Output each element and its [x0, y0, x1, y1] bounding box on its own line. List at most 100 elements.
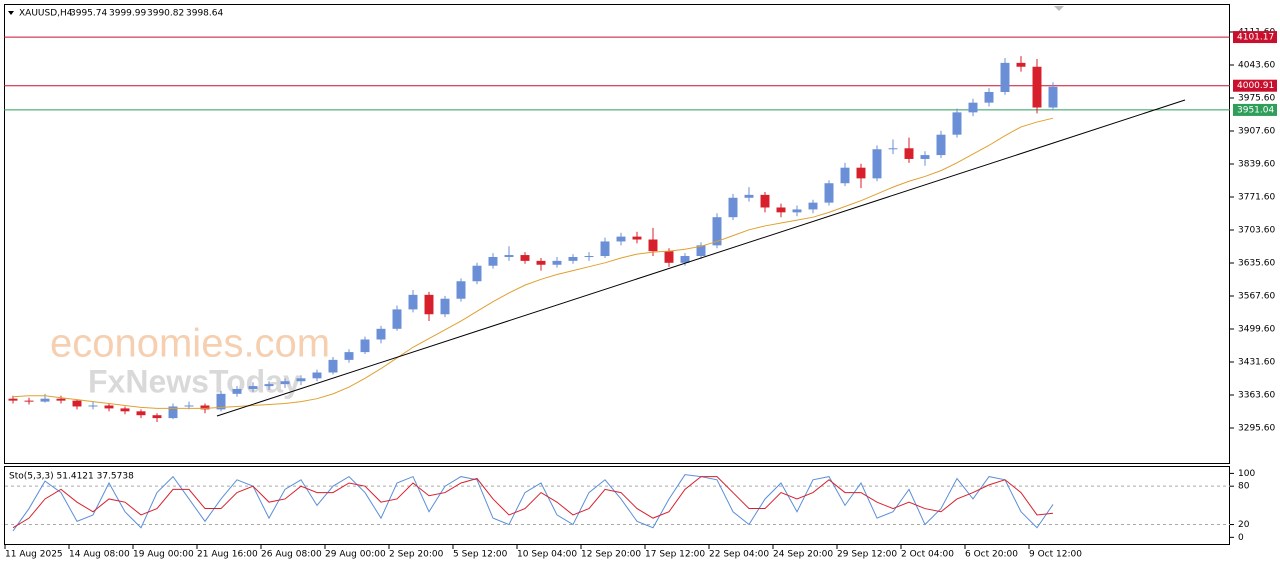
- candle-body: [168, 406, 178, 419]
- candle-body: [264, 384, 274, 387]
- x-tick-label: 2 Oct 04:00: [901, 550, 954, 560]
- candle-body: [88, 405, 98, 407]
- moving-average: [12, 117, 1054, 409]
- candle-body: [24, 400, 34, 402]
- x-tick-label: 29 Sep 12:00: [837, 550, 897, 560]
- candle-body: [1000, 62, 1010, 92]
- candle-body: [1048, 86, 1058, 108]
- candle-body: [1032, 66, 1042, 108]
- candle-body: [536, 260, 546, 265]
- y-tick-label: 3771.60: [1238, 193, 1275, 203]
- y-tick-label: 3363.60: [1238, 391, 1275, 401]
- candle-body: [456, 281, 466, 299]
- candle-body: [872, 149, 882, 179]
- candle-body: [40, 398, 50, 402]
- candle-body: [776, 207, 786, 213]
- y-tick-label: 3975.60: [1238, 94, 1275, 104]
- candle-body: [920, 155, 930, 159]
- candle-body: [712, 217, 722, 246]
- x-tick-label: 2 Sep 20:00: [389, 550, 444, 560]
- x-tick-label: 5 Sep 12:00: [453, 550, 508, 560]
- x-tick-label: 22 Sep 04:00: [709, 550, 769, 560]
- candle-body: [984, 91, 994, 103]
- candle-body: [328, 359, 338, 373]
- candle-body: [616, 236, 626, 242]
- osc-line: [12, 476, 1054, 529]
- candle-body: [888, 148, 898, 150]
- y-tick-label: 3431.60: [1238, 358, 1275, 368]
- candle-body: [968, 102, 978, 113]
- y-tick-label: 3635.60: [1238, 259, 1275, 269]
- candle-body: [488, 256, 498, 266]
- main-panel: [4, 4, 1230, 464]
- candle-body: [296, 378, 306, 382]
- x-tick-label: 26 Aug 08:00: [261, 550, 322, 560]
- x-tick-label: 29 Aug 00:00: [325, 550, 386, 560]
- candle-body: [472, 265, 482, 282]
- symbol: XAUUSD,H4: [19, 9, 73, 19]
- y-tick-label: 3907.60: [1238, 127, 1275, 137]
- level-label: 3951.04: [1237, 105, 1274, 115]
- header-low: 3990.82: [147, 9, 184, 19]
- osc-tick-label: 100: [1238, 469, 1255, 479]
- candle-body: [952, 112, 962, 135]
- candle-body: [584, 256, 594, 258]
- candle-body: [344, 352, 354, 360]
- menu-arrow[interactable]: [8, 11, 14, 15]
- level-label: 4101.17: [1237, 33, 1274, 43]
- candle-body: [1016, 62, 1026, 67]
- candle-body: [824, 183, 834, 203]
- x-tick-label: 19 Aug 00:00: [133, 550, 194, 560]
- candle-body: [136, 411, 146, 416]
- oscillator-panel: [4, 466, 1230, 545]
- y-tick-label: 3839.60: [1238, 160, 1275, 170]
- watermark: economies.com: [50, 322, 330, 366]
- candle-body: [792, 209, 802, 213]
- header-close: 3998.64: [186, 9, 223, 19]
- x-tick-label: 17 Sep 12:00: [645, 550, 705, 560]
- candle-body: [8, 398, 18, 401]
- candle-body: [520, 255, 530, 261]
- candle-body: [648, 239, 658, 252]
- candle-body: [744, 194, 754, 198]
- osc-line: [12, 474, 1054, 532]
- y-tick-label: 4043.60: [1238, 61, 1275, 71]
- shift-marker: [1054, 6, 1064, 11]
- x-tick-label: 24 Sep 20:00: [773, 550, 833, 560]
- level-tag: [1233, 103, 1277, 116]
- candle-body: [104, 405, 114, 409]
- candle-body: [184, 405, 194, 407]
- candle-body: [904, 148, 914, 159]
- candle-body: [232, 388, 242, 394]
- y-tick-label: 3567.60: [1238, 292, 1275, 302]
- candle-body: [568, 256, 578, 261]
- candle-body: [56, 398, 66, 401]
- candle-body: [840, 167, 850, 184]
- osc-tick-label: 20: [1238, 520, 1250, 530]
- candle-body: [360, 339, 370, 353]
- x-tick-label: 9 Oct 12:00: [1029, 550, 1082, 560]
- candle-body: [728, 197, 738, 218]
- candle-body: [696, 245, 706, 257]
- candle-body: [504, 255, 514, 257]
- candle-body: [600, 241, 610, 257]
- x-tick-label: 11 Aug 2025: [5, 550, 63, 560]
- header-open: 3995.74: [70, 9, 107, 19]
- y-tick-label: 3295.60: [1238, 424, 1275, 434]
- candle-body: [120, 408, 130, 412]
- candle-body: [248, 386, 258, 389]
- candle-body: [280, 381, 290, 385]
- candle-body: [72, 400, 82, 407]
- candle-body: [440, 298, 450, 315]
- x-tick-label: 10 Sep 04:00: [517, 550, 577, 560]
- oscillator-label: Sto(5,3,3) 51.4121 37.5738: [9, 472, 134, 482]
- y-tick-label: 3703.60: [1238, 226, 1275, 236]
- candle-body: [936, 134, 946, 156]
- x-tick-label: 12 Sep 20:00: [581, 550, 641, 560]
- candle-body: [760, 194, 770, 208]
- candle-body: [632, 236, 642, 240]
- watermark: FxNewsToday: [88, 363, 301, 399]
- candle-body: [664, 251, 674, 263]
- level-label: 4000.91: [1237, 81, 1274, 91]
